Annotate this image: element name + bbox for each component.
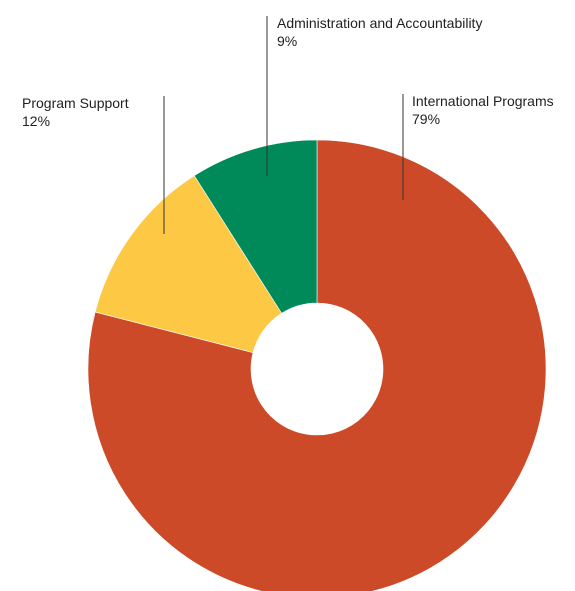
donut-hole — [251, 303, 383, 435]
label-program-support: Program Support 12% — [22, 95, 165, 234]
label-value-administration-and-accountability: 9% — [277, 33, 297, 49]
label-name-international-programs: International Programs — [412, 93, 554, 109]
donut-slices — [87, 139, 547, 591]
label-administration-and-accountability: Administration and Accountability 9% — [266, 15, 482, 176]
label-name-program-support: Program Support — [22, 95, 129, 111]
label-value-program-support: 12% — [22, 113, 50, 129]
label-international-programs: International Programs 79% — [402, 93, 554, 200]
label-name-administration-and-accountability: Administration and Accountability — [277, 15, 482, 31]
label-value-international-programs: 79% — [412, 111, 440, 127]
